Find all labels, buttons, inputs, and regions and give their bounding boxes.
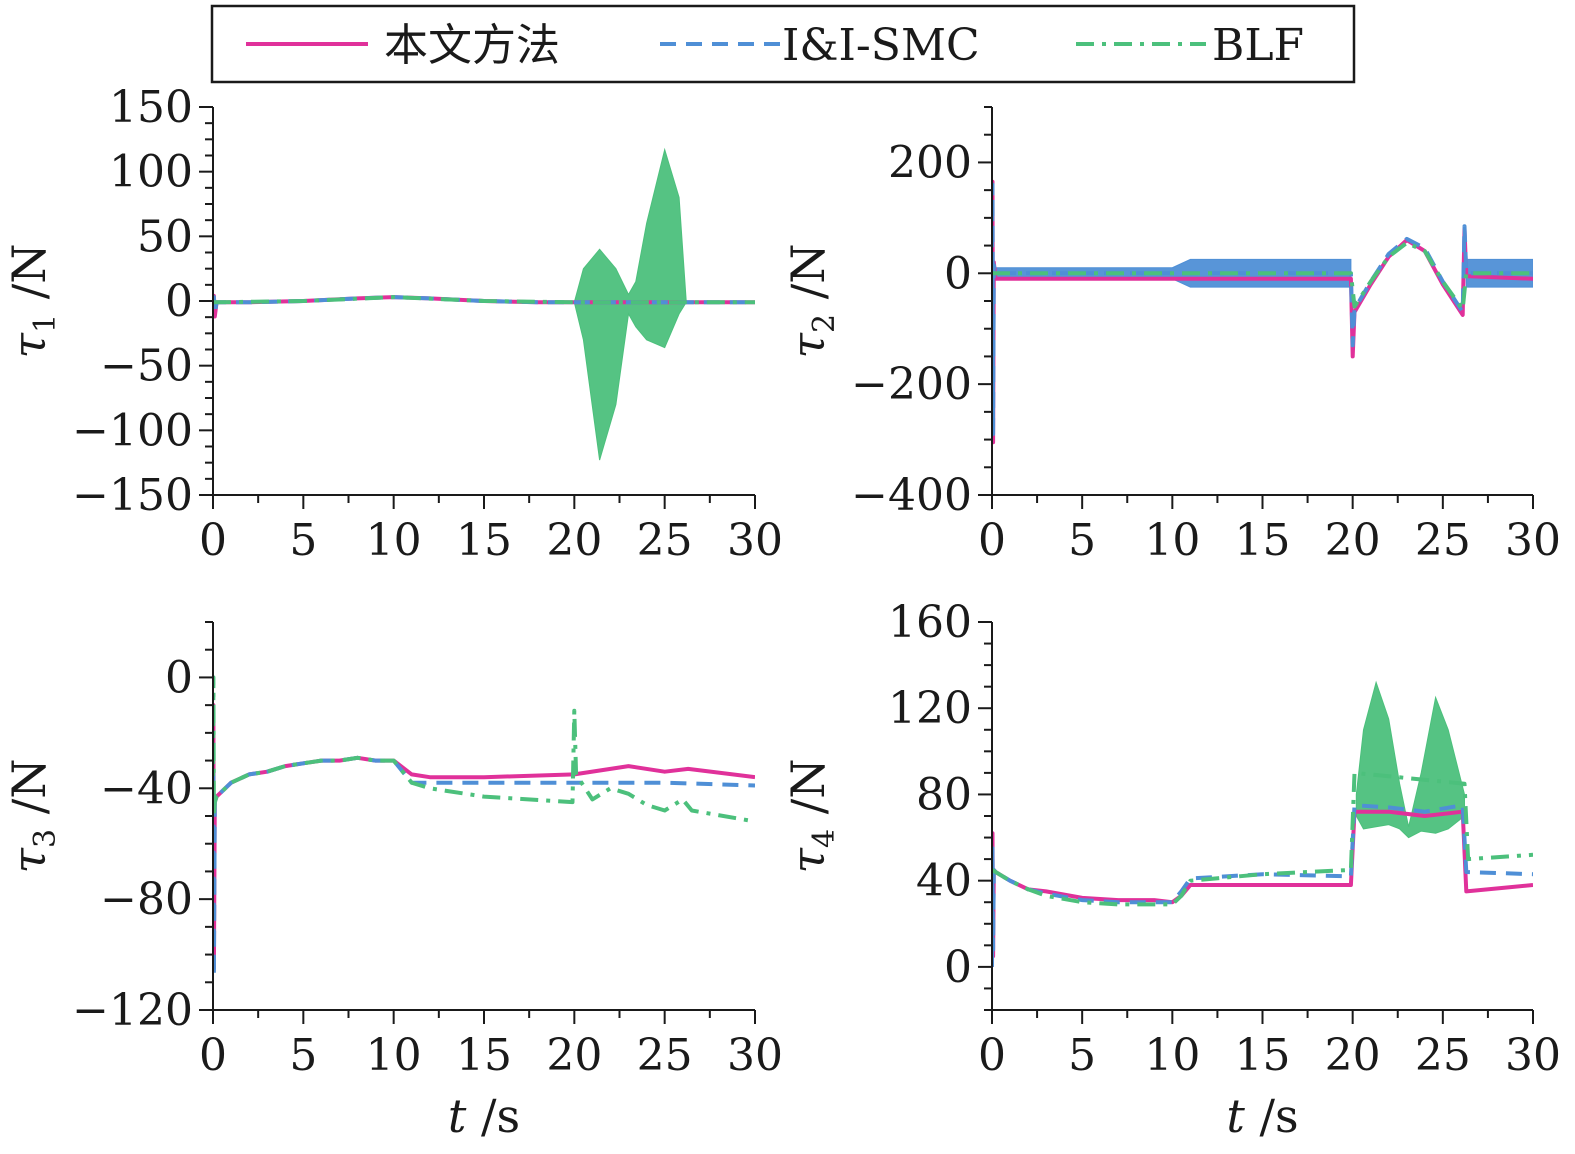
x-tick-label: 15 <box>456 515 512 566</box>
y-tick-label: −120 <box>72 985 193 1036</box>
y-tick-label: −80 <box>100 874 193 925</box>
x-tick-label: 0 <box>199 515 227 566</box>
plot-area <box>992 680 1533 967</box>
x-tick-label: 20 <box>546 515 602 566</box>
legend: 本文方法 I&I-SMC BLF <box>210 4 1356 84</box>
legend-label-2: BLF <box>1212 20 1304 71</box>
y-tick-label: −200 <box>851 359 972 410</box>
series-line-tau3-1 <box>213 755 755 979</box>
panel-tau3: 0 5 10 15 20 25 30 −120 −80 −40 0 τ3 /N t /s <box>2 621 783 1143</box>
x-tick-label: 15 <box>1235 515 1291 566</box>
x-tick-label: 30 <box>727 515 783 566</box>
series-line-tau2-2 <box>992 240 1533 312</box>
y-tick-label: 50 <box>137 211 193 262</box>
y-tick-label: 120 <box>888 683 972 734</box>
x-tick-label: 10 <box>1144 515 1200 566</box>
y-tick-label: −150 <box>72 470 193 521</box>
x-tick-label: 5 <box>1068 1030 1096 1081</box>
x-tick-label: 20 <box>1325 1030 1381 1081</box>
x-tick-label: 0 <box>199 1030 227 1081</box>
series-line-tau4-2 <box>992 770 1533 907</box>
plot-area <box>213 147 755 461</box>
y-tick-label: 40 <box>916 856 972 907</box>
series-line-tau1-2 <box>213 295 755 305</box>
x-tick-label: 5 <box>1068 515 1096 566</box>
y-axis-label: τ4 /N <box>781 759 842 874</box>
x-tick-label: 20 <box>546 1030 602 1081</box>
x-tick-label: 15 <box>1235 1030 1291 1081</box>
y-tick-label: 0 <box>165 276 193 327</box>
panel-tau1: 0 5 10 15 20 25 30 −150 −100 −50 0 50 100 150 τ1 /N <box>2 82 783 566</box>
x-tick-label: 30 <box>727 1030 783 1081</box>
x-tick-label: 30 <box>1505 1030 1561 1081</box>
y-tick-label: 200 <box>888 137 972 188</box>
x-tick-label: 5 <box>289 1030 317 1081</box>
x-tick-label: 15 <box>456 1030 512 1081</box>
plot-area <box>992 179 1533 445</box>
series-line-tau3-0 <box>213 703 755 971</box>
x-tick-label: 0 <box>978 515 1006 566</box>
x-tick-label: 20 <box>1325 515 1381 566</box>
panel-tau4: 0 5 10 15 20 25 30 0 40 80 120 160 τ4 /N t /s <box>781 597 1561 1143</box>
band-tau1-0 <box>573 147 687 461</box>
x-tick-label: 25 <box>637 515 693 566</box>
x-tick-label: 25 <box>637 1030 693 1081</box>
y-tick-label: 100 <box>109 147 193 198</box>
y-tick-label: 0 <box>944 248 972 299</box>
y-tick-label: 0 <box>944 942 972 993</box>
y-tick-label: −400 <box>851 470 972 521</box>
x-tick-label: 25 <box>1415 515 1471 566</box>
y-axis-label: τ1 /N <box>2 244 63 359</box>
y-tick-label: −100 <box>72 405 193 456</box>
plot-area <box>213 675 755 979</box>
y-axis-label: τ3 /N <box>2 759 63 874</box>
y-tick-label: −40 <box>100 763 193 814</box>
legend-label-0: 本文方法 <box>384 20 560 71</box>
y-tick-label: 80 <box>916 769 972 820</box>
y-tick-label: 150 <box>109 82 193 133</box>
x-axis-label: t /s <box>1226 1089 1298 1143</box>
x-tick-label: 5 <box>289 515 317 566</box>
series-line-tau2-1 <box>992 182 1533 436</box>
series-line-tau4-0 <box>992 809 1533 967</box>
x-tick-label: 0 <box>978 1030 1006 1081</box>
series-line-tau2-0 <box>992 179 1533 445</box>
panel-tau2: 0 5 10 15 20 25 30 −400 −200 0 200 τ2 /N <box>781 106 1561 566</box>
y-tick-label: 0 <box>165 652 193 703</box>
y-tick-label: 160 <box>888 597 972 648</box>
x-tick-label: 30 <box>1505 515 1561 566</box>
x-axis-label: t /s <box>448 1089 520 1143</box>
x-tick-label: 10 <box>1144 1030 1200 1081</box>
x-tick-label: 10 <box>366 1030 422 1081</box>
series-line-tau3-2 <box>213 675 755 824</box>
y-axis-label: τ2 /N <box>781 244 842 359</box>
y-tick-label: −50 <box>100 341 193 392</box>
legend-label-1: I&I-SMC <box>782 20 980 71</box>
x-tick-label: 10 <box>366 515 422 566</box>
x-tick-label: 25 <box>1415 1030 1471 1081</box>
